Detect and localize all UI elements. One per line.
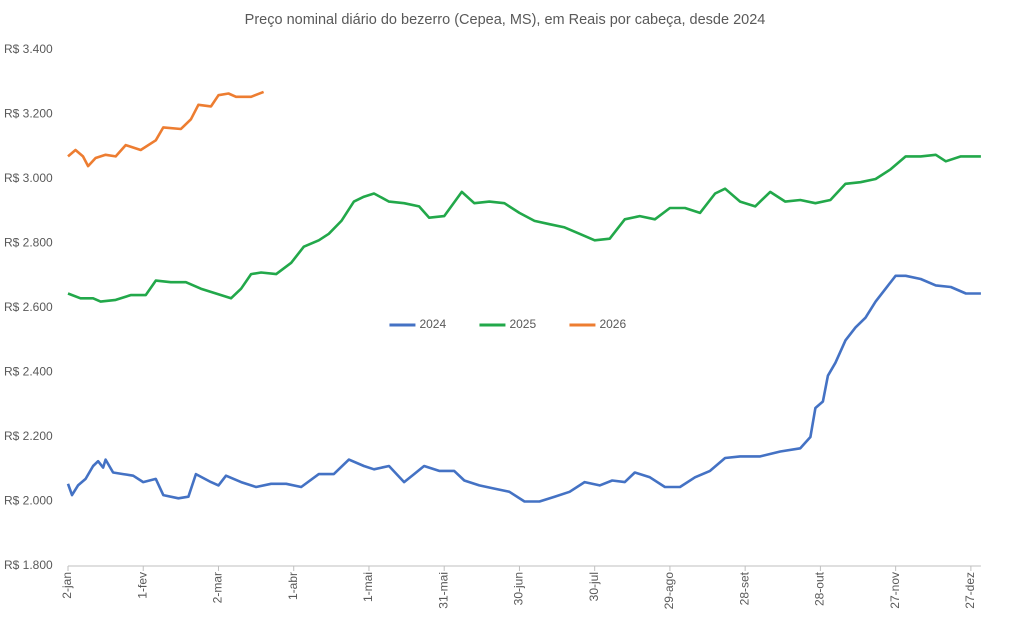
y-tick-label: R$ 3.400 xyxy=(4,42,53,56)
x-tick-label: 30-jun xyxy=(512,572,526,605)
x-tick-label: 1-abr xyxy=(286,572,300,600)
x-tick-label: 27-nov xyxy=(888,572,902,609)
x-tick-label: 31-mai xyxy=(436,572,450,609)
legend-label: 2025 xyxy=(509,317,536,331)
y-tick-label: R$ 3.000 xyxy=(4,171,53,185)
x-tick-label: 28-set xyxy=(737,571,751,605)
chart-title: Preço nominal diário do bezerro (Cepea, … xyxy=(245,12,766,28)
y-tick-label: R$ 3.200 xyxy=(4,107,53,121)
series-line xyxy=(66,274,981,503)
legend-label: 2026 xyxy=(599,317,626,331)
y-tick-label: R$ 2.000 xyxy=(4,494,53,508)
x-tick-label: 2-mar xyxy=(211,572,225,603)
x-tick-label: 30-jul xyxy=(587,572,601,601)
x-tick-label: 1-mai xyxy=(361,572,375,602)
x-tick-label: 2-jan xyxy=(60,572,74,599)
x-tick-label: 1-fev xyxy=(135,572,149,599)
y-tick-label: R$ 1.800 xyxy=(4,558,53,572)
y-tick-label: R$ 2.800 xyxy=(4,236,53,250)
legend-label: 2024 xyxy=(419,317,446,331)
x-tick-label: 27-dez xyxy=(963,572,977,609)
series-line xyxy=(67,90,265,168)
series-line xyxy=(67,153,981,303)
x-tick-label: 28-out xyxy=(813,571,827,606)
y-tick-label: R$ 2.400 xyxy=(4,365,53,379)
y-tick-label: R$ 2.200 xyxy=(4,429,53,443)
y-tick-label: R$ 2.600 xyxy=(4,300,53,314)
x-tick-label: 29-ago xyxy=(662,572,676,610)
